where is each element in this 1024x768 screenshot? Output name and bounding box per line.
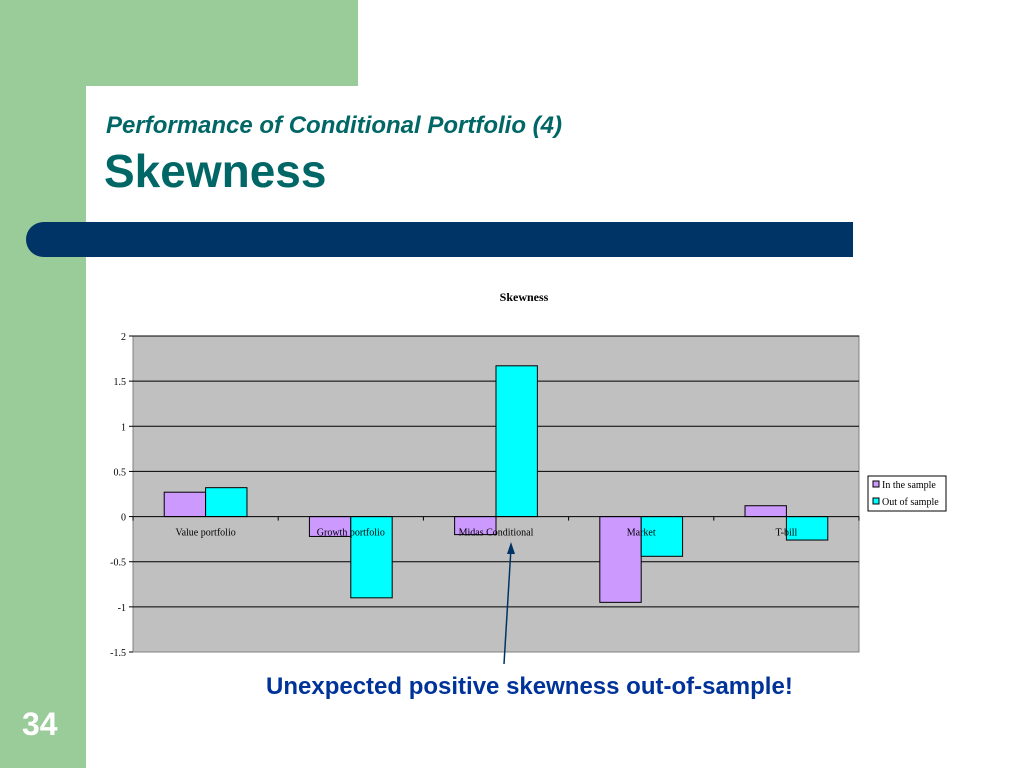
rounded-corner bbox=[86, 86, 206, 206]
legend-swatch bbox=[872, 497, 880, 505]
title-underline-bar bbox=[26, 222, 853, 257]
annotation-arrowhead bbox=[507, 542, 515, 554]
y-tick-label: 0.5 bbox=[114, 467, 127, 478]
x-tick-label: Growth portfolio bbox=[317, 528, 385, 539]
x-tick-label: Value portfolio bbox=[175, 528, 235, 539]
legend-box bbox=[867, 475, 947, 512]
slide-subtitle: Performance of Conditional Portfolio (4) bbox=[106, 112, 563, 139]
x-tick-label: T-bill bbox=[775, 528, 797, 539]
skewness-chart: Skewness -1.5 -1 -0.5 0 0.5 1 1.5 2 Value portf… bbox=[110, 290, 947, 665]
y-tick-label: 0 bbox=[121, 513, 126, 524]
slide-title: Skewness bbox=[104, 145, 327, 197]
legend-swatch bbox=[872, 480, 880, 488]
green-top-band bbox=[0, 0, 358, 86]
y-tick-label: 2 bbox=[121, 332, 126, 343]
chart-legend: In the sample Out of sample bbox=[867, 475, 947, 512]
bar-in-sample bbox=[744, 505, 787, 518]
annotation-arrow bbox=[503, 547, 512, 665]
bar-in-sample bbox=[599, 516, 642, 603]
legend-label: Out of sample bbox=[882, 497, 939, 508]
x-tick-label: Market bbox=[627, 528, 656, 539]
bars bbox=[163, 365, 829, 603]
chart-title: Skewness bbox=[500, 290, 549, 304]
y-axis-ticks: -1.5 -1 -0.5 0 0.5 1 1.5 2 bbox=[110, 332, 133, 659]
slide-number: 34 bbox=[22, 706, 58, 742]
y-tick-label: -1 bbox=[118, 603, 126, 614]
bar-out-of-sample bbox=[495, 365, 538, 518]
bar-out-of-sample bbox=[640, 516, 684, 557]
y-tick-label: -0.5 bbox=[110, 558, 126, 569]
bar-out-of-sample bbox=[205, 487, 248, 518]
y-tick-label: -1.5 bbox=[110, 648, 126, 659]
green-side-band bbox=[0, 0, 86, 768]
legend-label: In the sample bbox=[882, 480, 936, 491]
bar-out-of-sample bbox=[350, 516, 393, 599]
x-axis-ticks: Value portfolio Growth portfolio Midas Con… bbox=[132, 516, 860, 539]
y-tick-label: 1 bbox=[121, 422, 126, 433]
x-tick-label: Midas Conditional bbox=[459, 528, 534, 539]
bar-in-sample bbox=[163, 491, 207, 518]
chart-annotation: Unexpected positive skewness out-of-samp… bbox=[266, 673, 793, 700]
y-tick-label: 1.5 bbox=[114, 377, 127, 388]
